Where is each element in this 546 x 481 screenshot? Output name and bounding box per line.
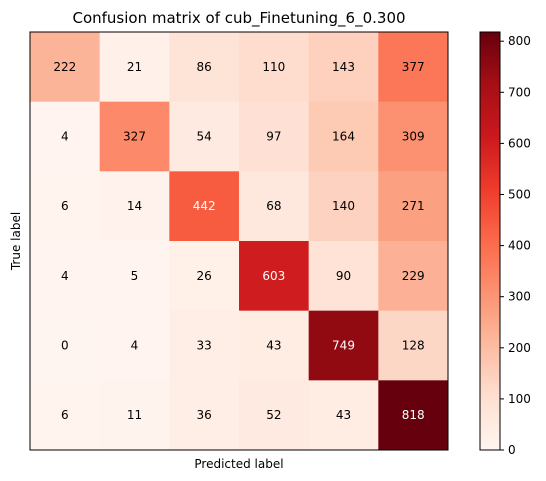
cell-value-label: 21 (127, 60, 142, 74)
heatmap-cell (378, 241, 449, 312)
cell-value-label: 86 (197, 60, 212, 74)
cell-value-label: 110 (262, 60, 285, 74)
colorbar-tick-label: 200 (508, 341, 531, 355)
cell-value-label: 143 (332, 60, 355, 74)
cell-value-label: 14 (127, 199, 142, 213)
heatmap-cell (169, 241, 240, 312)
heatmap-cell (30, 380, 101, 451)
heatmap-cell (30, 310, 101, 381)
colorbar (479, 31, 501, 451)
cell-value-label: 140 (332, 199, 355, 213)
heatmap-cell (30, 32, 101, 103)
heatmap-cell (169, 310, 240, 381)
heatmap-cell (99, 310, 170, 381)
plot-frame (29, 31, 449, 451)
cell-value-label: 26 (197, 269, 212, 283)
cell-value-label: 4 (131, 339, 139, 353)
heatmap-cell (169, 380, 240, 451)
cell-value-label: 5 (131, 269, 139, 283)
heatmap-cell (99, 380, 170, 451)
cell-value-label: 4 (61, 130, 69, 144)
heatmap-cell (308, 310, 379, 381)
heatmap-cell (308, 101, 379, 172)
heatmap-cell (99, 101, 170, 172)
heatmap-cell (308, 32, 379, 103)
cell-value-label: 68 (266, 199, 281, 213)
heatmap-cell (378, 101, 449, 172)
colorbar-tick-label: 500 (508, 187, 531, 201)
colorbar-tick-label: 700 (508, 85, 531, 99)
heatmap-cell (378, 310, 449, 381)
heatmap-cell (308, 171, 379, 242)
cell-value-label: 33 (197, 339, 212, 353)
cell-value-label: 97 (266, 130, 281, 144)
heatmap-cell (30, 101, 101, 172)
heatmap-cell (378, 171, 449, 242)
cell-value-label: 4 (61, 269, 69, 283)
cell-value-label: 90 (336, 269, 351, 283)
x-axis-label: Predicted label (194, 457, 283, 471)
heatmap-cell (239, 101, 310, 172)
colorbar-tick-label: 400 (508, 239, 531, 253)
cell-value-label: 309 (402, 130, 425, 144)
cell-value-label: 271 (402, 199, 425, 213)
y-axis-label: True label (9, 212, 23, 271)
heatmap-cell (239, 32, 310, 103)
colorbar-tick-label: 100 (508, 392, 531, 406)
cell-value-label: 229 (402, 269, 425, 283)
colorbar-ticks: 0 100 200 300 400 500 600 700 800 (500, 34, 531, 457)
heatmap-cell (30, 171, 101, 242)
heatmap-cell (378, 380, 449, 451)
heatmap-cell (169, 101, 240, 172)
colorbar-tick-label: 0 (508, 443, 516, 457)
heatmap-cell (99, 241, 170, 312)
cell-value-label: 54 (197, 130, 212, 144)
heatmap-cell (30, 241, 101, 312)
cell-value-label: 222 (53, 60, 76, 74)
heatmap-cell (308, 380, 379, 451)
cell-value-label: 749 (332, 339, 355, 353)
cell-value-label: 6 (61, 199, 69, 213)
chart-title: Confusion matrix of cub_Finetuning_6_0.3… (72, 9, 405, 28)
heatmap-cell (239, 241, 310, 312)
cell-value-label: 0 (61, 339, 69, 353)
cell-value-label: 603 (262, 269, 285, 283)
colorbar-tick-label: 300 (508, 290, 531, 304)
heatmap-cells (30, 32, 449, 451)
cell-value-label: 442 (193, 199, 216, 213)
heatmap-cell (169, 32, 240, 103)
colorbar-tick-label: 800 (508, 34, 531, 48)
heatmap-cell (308, 241, 379, 312)
heatmap-cell (99, 171, 170, 242)
colorbar-tick-label: 600 (508, 136, 531, 150)
cell-value-label: 128 (402, 339, 425, 353)
cell-value-label: 377 (402, 60, 425, 74)
heatmap-cell (239, 171, 310, 242)
cell-value-label: 6 (61, 408, 69, 422)
cell-value-label: 164 (332, 130, 355, 144)
heatmap-cell (99, 32, 170, 103)
cell-value-label: 11 (127, 408, 142, 422)
heatmap-cell (239, 380, 310, 451)
cell-value-label: 43 (266, 339, 281, 353)
heatmap-cell (378, 32, 449, 103)
heatmap-cell (239, 310, 310, 381)
cell-value-label: 43 (336, 408, 351, 422)
cell-value-label: 327 (123, 130, 146, 144)
cell-value-label: 52 (266, 408, 281, 422)
heatmap-cell (169, 171, 240, 242)
cell-value-label: 36 (197, 408, 212, 422)
cell-value-label: 818 (402, 408, 425, 422)
